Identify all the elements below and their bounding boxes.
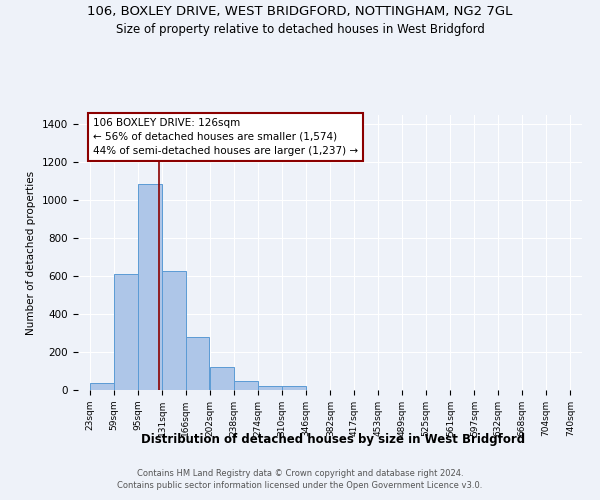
Bar — [258, 386, 282, 390]
Bar — [90, 384, 113, 390]
Bar — [283, 386, 306, 390]
Text: 106 BOXLEY DRIVE: 126sqm
← 56% of detached houses are smaller (1,574)
44% of sem: 106 BOXLEY DRIVE: 126sqm ← 56% of detach… — [93, 118, 358, 156]
Bar — [163, 272, 186, 390]
Bar — [114, 274, 138, 390]
Text: Distribution of detached houses by size in West Bridgford: Distribution of detached houses by size … — [141, 432, 525, 446]
Y-axis label: Number of detached properties: Number of detached properties — [26, 170, 37, 334]
Text: Contains HM Land Registry data © Crown copyright and database right 2024.: Contains HM Land Registry data © Crown c… — [137, 468, 463, 477]
Bar — [138, 184, 162, 390]
Bar — [210, 367, 233, 390]
Text: Size of property relative to detached houses in West Bridgford: Size of property relative to detached ho… — [116, 22, 484, 36]
Bar — [234, 382, 257, 390]
Text: Contains public sector information licensed under the Open Government Licence v3: Contains public sector information licen… — [118, 481, 482, 490]
Bar — [186, 337, 209, 390]
Text: 106, BOXLEY DRIVE, WEST BRIDGFORD, NOTTINGHAM, NG2 7GL: 106, BOXLEY DRIVE, WEST BRIDGFORD, NOTTI… — [88, 5, 512, 18]
